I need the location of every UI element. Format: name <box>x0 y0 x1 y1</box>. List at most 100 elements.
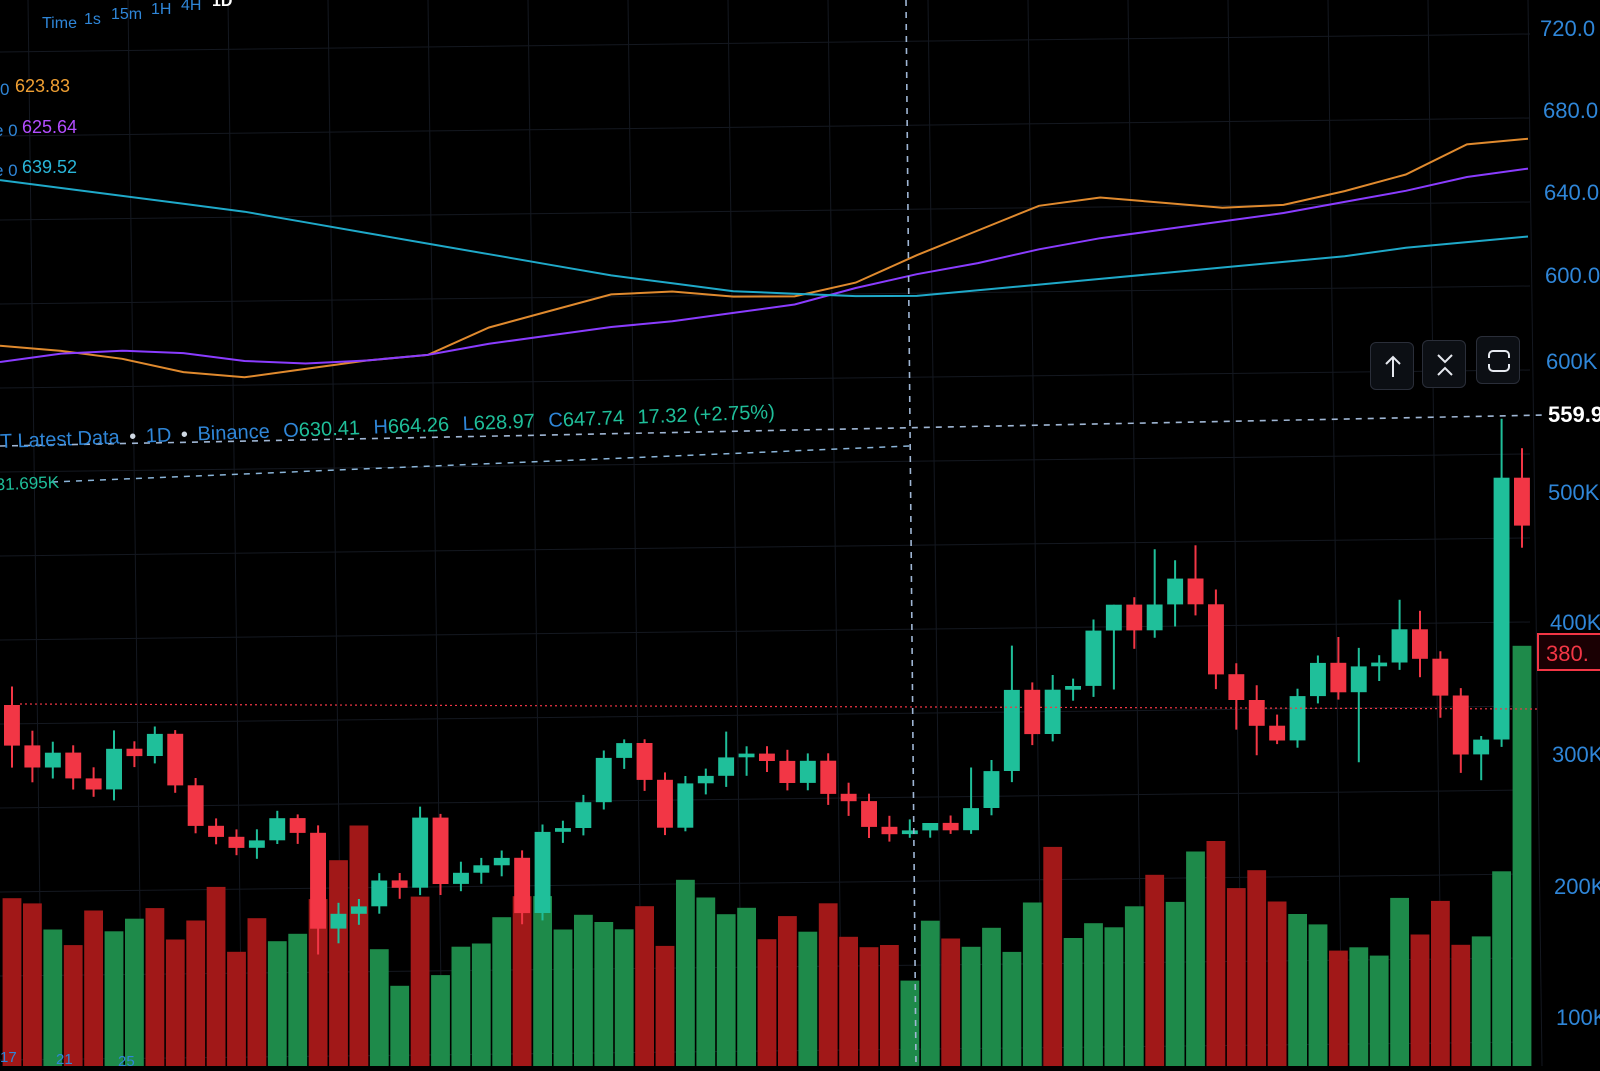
date-tick: 17 <box>0 1049 17 1066</box>
volume-ma-line <box>51 445 911 483</box>
timeframe-1h[interactable]: 1H <box>151 1 171 18</box>
scroll-to-latest-button[interactable] <box>1370 342 1414 390</box>
ma-legend-prefix-3: e 0 <box>0 161 18 180</box>
volume-legend: T Latest Data • 1D • Binance O630.41 H66… <box>0 401 775 494</box>
candle-body <box>1105 604 1122 631</box>
candle-body <box>820 760 837 794</box>
timeframe-1s[interactable]: 1s <box>84 11 101 28</box>
grid-lines <box>0 0 1543 1067</box>
volume-bar <box>778 916 797 1071</box>
candle-body <box>1187 578 1204 605</box>
volume-bar <box>145 908 165 1071</box>
interval-label: 1D <box>145 424 171 447</box>
maximize-pane-button[interactable] <box>1476 336 1520 384</box>
crosshair-horizontal <box>0 414 1546 447</box>
high-value: 664.26 <box>388 414 450 438</box>
moving-average-lines <box>0 137 1529 379</box>
volume-bar <box>451 946 471 1071</box>
grid-line-horizontal <box>0 33 1531 53</box>
volume-bar <box>880 945 899 1071</box>
grid-line-vertical <box>927 0 943 1067</box>
candle-body <box>473 865 490 873</box>
volume-bar <box>247 918 267 1071</box>
grid-line-vertical <box>1527 0 1543 1067</box>
price-tick: 640.0 <box>1544 180 1599 205</box>
grid-line-horizontal <box>0 201 1531 221</box>
volume-tick: 100K <box>1556 1005 1600 1030</box>
grid-line-vertical <box>227 0 243 1067</box>
candle-body <box>697 775 714 784</box>
grid-line-vertical <box>427 0 443 1067</box>
volume-bar <box>1308 924 1328 1071</box>
grid-line-vertical <box>127 0 143 1067</box>
candle-body <box>942 822 959 831</box>
grid-line-vertical <box>1427 0 1443 1067</box>
candle-body <box>106 748 122 790</box>
candle-body <box>289 818 306 833</box>
candle-body <box>412 817 429 888</box>
volume-axis[interactable]: 600K 500K 400K 300K 200K 100K 559.9 380. <box>1537 349 1600 1030</box>
volume-bar <box>859 947 879 1071</box>
fullscreen-icon <box>1485 350 1513 372</box>
volume-bar <box>635 906 654 1071</box>
candle-body <box>555 828 571 832</box>
volume-bar <box>1329 950 1348 1071</box>
volume-bar <box>125 918 144 1071</box>
candle-body <box>167 733 184 786</box>
candle-body <box>350 906 367 914</box>
arrow-up-icon <box>1385 355 1401 377</box>
volume-bar <box>553 929 573 1071</box>
candle-body <box>85 778 102 790</box>
candle-body <box>1412 629 1428 659</box>
candle-body <box>453 872 469 884</box>
candle-body <box>126 748 143 757</box>
volume-bar <box>63 945 83 1071</box>
candle-body <box>432 817 449 884</box>
volume-bar <box>1512 645 1532 1071</box>
current-volume-label: 559.9 <box>1548 402 1600 427</box>
price-axis[interactable]: 720.0 680.0 640.0 600.0 <box>1540 16 1600 288</box>
candle-body <box>1493 477 1510 740</box>
timeframe-15m[interactable]: 15m <box>111 6 142 23</box>
open-label: O <box>283 420 299 443</box>
candle-body <box>1269 725 1286 741</box>
candle-body <box>1146 604 1163 631</box>
collapse-pane-button[interactable] <box>1422 340 1466 388</box>
candle-body <box>187 785 204 826</box>
timeframe-time[interactable]: Time <box>42 15 77 32</box>
candle-body <box>534 831 551 913</box>
volume-bar <box>961 946 981 1071</box>
candle-body <box>248 840 265 848</box>
ma-legend-value-2: 625.64 <box>22 117 77 137</box>
candle-body <box>269 818 286 841</box>
candle-body <box>228 836 245 848</box>
volume-bar <box>614 929 634 1071</box>
grid-line-horizontal <box>0 117 1531 137</box>
candle-body <box>1330 662 1347 693</box>
volume-bar <box>1084 923 1103 1071</box>
high-label: H <box>373 416 388 439</box>
grid-line-horizontal <box>0 369 1531 389</box>
volume-bar <box>1492 871 1511 1071</box>
candle-body <box>208 825 224 837</box>
volume-marker-label: 380. <box>1546 641 1589 666</box>
separator: • <box>181 424 189 446</box>
moving-average-line <box>0 137 1529 379</box>
volume-bar <box>1104 927 1124 1071</box>
candle-body <box>391 880 408 888</box>
volume-bar <box>1002 951 1022 1071</box>
timeframe-4h[interactable]: 4H <box>181 0 201 14</box>
timeframe-1d[interactable]: 1D <box>212 0 232 10</box>
volume-bar <box>839 936 858 1071</box>
volume-bar <box>1288 914 1307 1071</box>
volume-bar <box>982 927 1001 1071</box>
candle-body <box>1289 696 1306 741</box>
low-value: 628.97 <box>473 410 535 434</box>
ma-legend-value-1: 623.83 <box>15 76 70 96</box>
volume-bar <box>716 914 736 1071</box>
volume-bar <box>757 939 777 1071</box>
volume-bar <box>1431 900 1450 1071</box>
volume-tick: 500K <box>1548 480 1600 505</box>
